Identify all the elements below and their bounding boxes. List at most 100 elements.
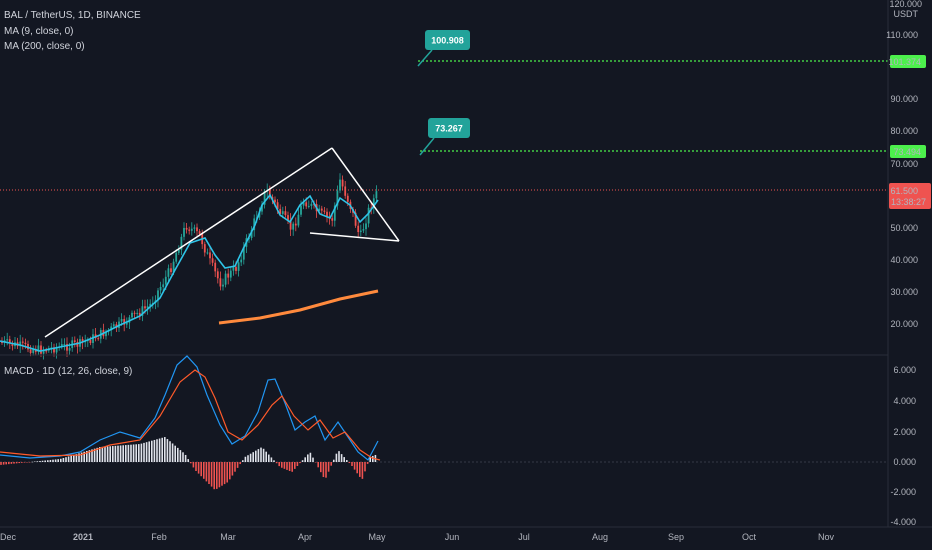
histogram-bar [52,459,54,462]
candle-body [60,344,63,347]
histogram-bar [283,462,286,469]
time-label: Oct [742,532,757,542]
histogram-bar [255,450,257,462]
candle-body [196,227,198,232]
candle-body [310,203,313,206]
candle-body [81,339,84,343]
histogram-bar [208,462,210,484]
candle-body [203,244,206,253]
time-label: May [368,532,386,542]
candle-body [141,306,144,316]
histogram-bar [125,445,127,462]
candle-body [274,199,276,203]
candle-body [300,205,302,215]
price-unit: USDT [894,9,919,19]
price-tick: 20.000 [890,319,918,329]
histogram-bar [197,462,200,474]
candle-body [138,312,141,316]
histogram-bar [221,462,223,486]
macd-pane[interactable] [0,355,888,490]
candle-body [232,267,235,271]
candle-body [331,218,334,221]
ma200-legend[interactable]: MA (200, close, 0) [4,41,85,52]
histogram-bar [257,449,260,462]
histogram-bar [171,443,174,462]
histogram-bar [203,462,205,479]
candle-body [242,246,245,260]
histogram-bar [60,458,62,462]
candle-body [216,271,219,279]
macd-histogram [0,437,377,490]
histogram-bar [127,444,130,462]
candle-body [89,339,92,344]
macd-tick: 0.000 [893,457,916,467]
histogram-bar [317,462,319,468]
candle-body [167,268,170,277]
candlesticks [1,173,378,360]
histogram-bar [36,461,39,462]
candle-body [261,204,263,212]
candle-body [45,350,48,352]
histogram-bar [325,462,327,478]
histogram-bar [234,462,236,472]
candle-body [120,319,123,322]
ma9-legend[interactable]: MA (9, close, 0) [4,26,74,37]
histogram-bar [179,450,182,462]
histogram-bar [57,459,59,462]
price-pane[interactable]: 100.908 73.267 [0,30,888,360]
histogram-bar [356,462,358,474]
time-label: 2021 [73,532,93,542]
histogram-bar [281,462,283,468]
candle-body [305,202,308,207]
callout-100908[interactable]: 100.908 [417,30,470,67]
candle-body [125,322,128,325]
time-axis[interactable]: Dec 2021 Feb Mar Apr May Jun Jul Aug Sep… [0,526,932,542]
macd-tick: 6.000 [893,365,916,375]
candle-body [297,214,300,226]
candle-body [105,331,107,337]
candle-body [357,225,360,233]
price-axis[interactable]: 120.000 USDT 110.000 90.000 80.000 70.00… [886,0,932,550]
histogram-bar [182,452,184,462]
histogram-bar [213,462,215,490]
candle-body [284,211,287,216]
histogram-bar [343,457,345,462]
histogram-bar [242,460,244,462]
histogram-bar [260,447,262,462]
histogram-bar [229,462,231,480]
candle-body [372,198,375,208]
candle-body [162,284,165,287]
time-label: Mar [220,532,236,542]
symbol-legend[interactable]: BAL / TetherUS, 1D, BINANCE [4,10,141,21]
histogram-bar [70,455,72,462]
macd-tick: 2.000 [893,427,916,437]
candle-body [307,205,310,207]
histogram-bar [294,462,296,469]
histogram-bar [304,457,306,462]
candle-body [92,334,94,344]
histogram-bar [353,462,356,470]
candle-body [375,191,378,199]
candle-body [157,290,159,301]
histogram-bar [369,456,371,462]
histogram-bar [130,444,132,462]
histogram-bar [91,449,93,462]
histogram-bar [327,462,330,472]
macd-legend[interactable]: MACD · 1D (12, 26, close, 9) [4,366,133,377]
histogram-bar [21,462,23,463]
candle-body [131,312,133,318]
macd-tick: -4.000 [890,517,916,527]
candle-body [294,223,297,226]
candle-body [1,342,3,343]
candle-body [346,195,349,202]
histogram-bar [244,456,247,462]
candle-body [188,229,191,231]
histogram-bar [0,462,2,465]
histogram-bar [265,451,267,462]
candle-body [6,339,9,341]
candle-body [136,312,139,314]
time-label: Jun [445,532,460,542]
histogram-bar [247,455,249,462]
callout-73267[interactable]: 73.267 [419,118,470,156]
